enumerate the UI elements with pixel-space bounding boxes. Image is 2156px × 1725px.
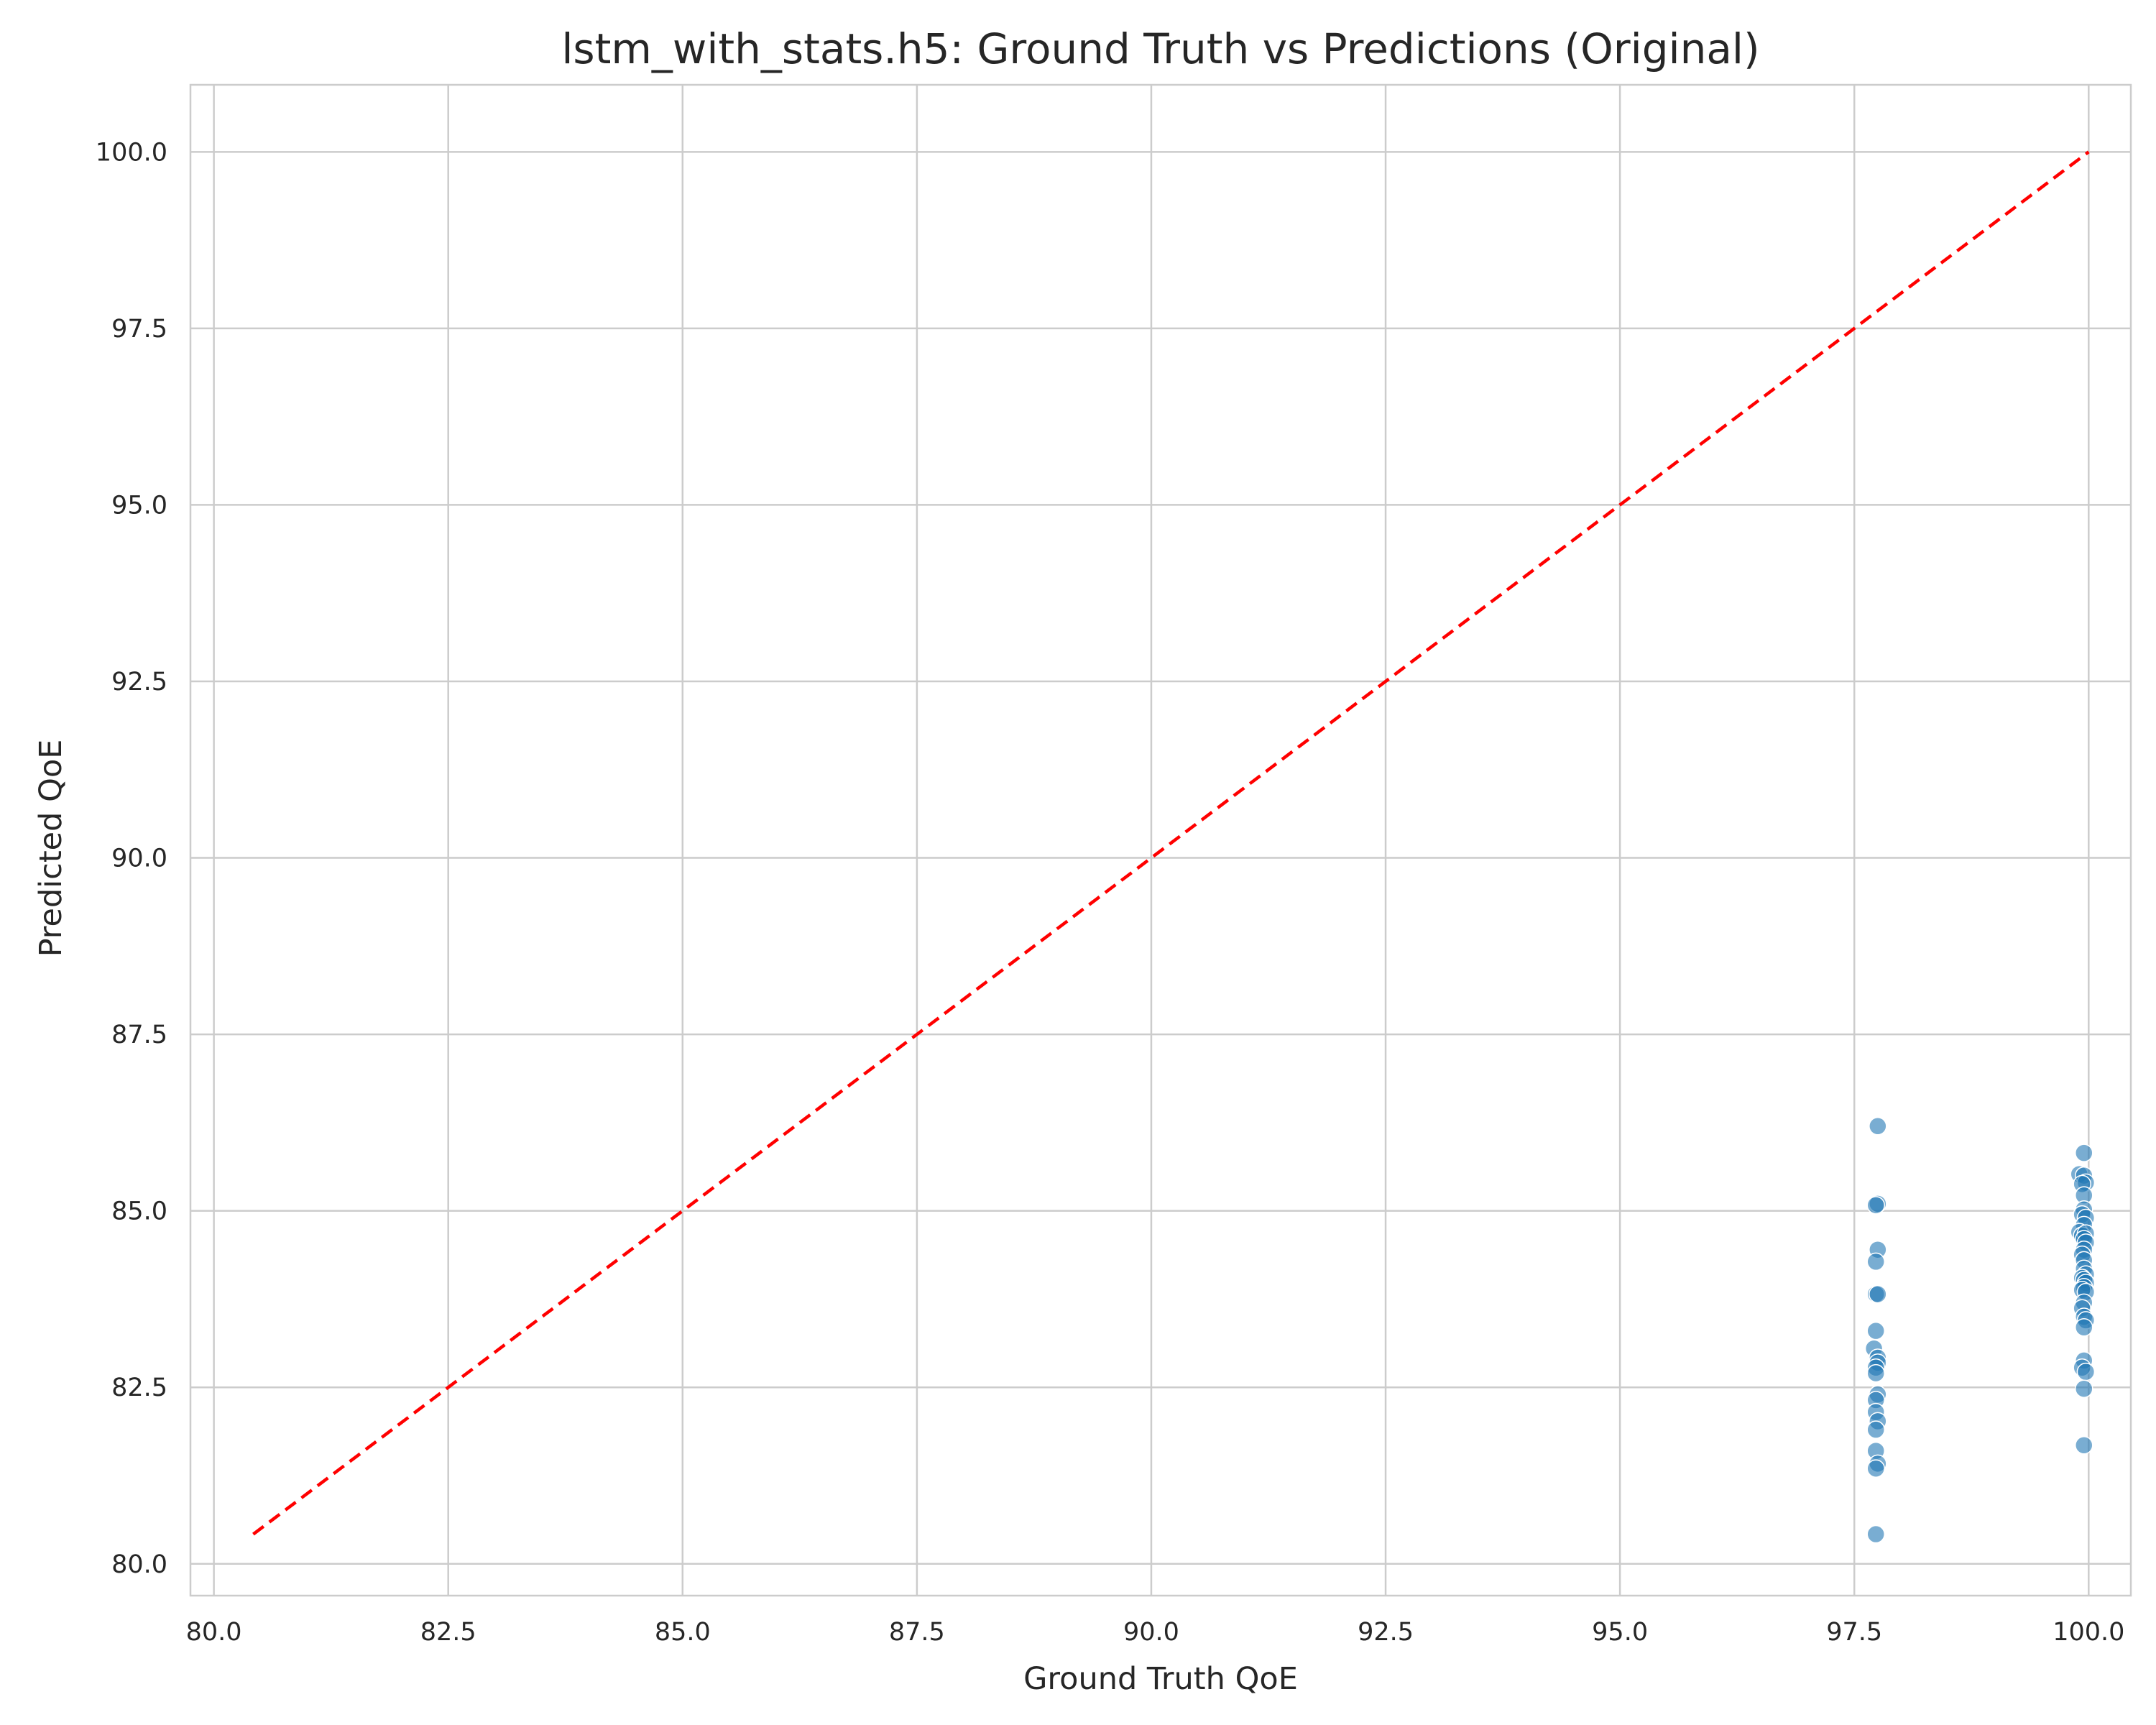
data-point bbox=[2076, 1362, 2096, 1381]
data-point bbox=[1866, 1420, 1885, 1439]
data-point bbox=[1866, 1459, 1885, 1478]
x-tick-label: 80.0 bbox=[186, 1618, 242, 1647]
data-point bbox=[1869, 1117, 1887, 1136]
y-tick-labels: 80.0 82.5 85.0 87.5 90.0 92.5 95.0 97.5 100.0 bbox=[96, 138, 167, 1578]
plot-frame bbox=[189, 83, 2132, 1597]
data-point bbox=[2075, 1317, 2093, 1337]
y-tick-label: 97.5 bbox=[111, 315, 167, 344]
data-point bbox=[1866, 1524, 1885, 1544]
x-axis-label: Ground Truth QoE bbox=[1023, 1661, 1298, 1697]
grid bbox=[190, 85, 2131, 1596]
x-tick-label: 90.0 bbox=[1123, 1618, 1179, 1647]
y-tick-label: 80.0 bbox=[111, 1550, 167, 1579]
y-tick-label: 100.0 bbox=[96, 138, 167, 167]
x-tick-label: 97.5 bbox=[1826, 1618, 1882, 1647]
y-tick-label: 85.0 bbox=[111, 1197, 167, 1226]
y-tick-label: 82.5 bbox=[111, 1374, 167, 1402]
x-tick-label: 87.5 bbox=[889, 1618, 945, 1647]
y-tick-label: 95.0 bbox=[111, 491, 167, 520]
data-point bbox=[1866, 1196, 1885, 1215]
data-point bbox=[2075, 1436, 2093, 1455]
y-axis-label: Predicted QoE bbox=[33, 740, 69, 957]
x-tick-label: 85.0 bbox=[655, 1618, 711, 1647]
y-tick-label: 87.5 bbox=[111, 1021, 167, 1049]
x-tick-label: 82.5 bbox=[420, 1618, 476, 1647]
data-point bbox=[1866, 1321, 1885, 1340]
x-tick-label: 95.0 bbox=[1592, 1618, 1648, 1647]
data-point bbox=[1866, 1252, 1885, 1271]
y-tick-label: 90.0 bbox=[111, 845, 167, 873]
data-point bbox=[2075, 1379, 2093, 1398]
data-point bbox=[2075, 1144, 2093, 1162]
identity-reference-line bbox=[252, 150, 2090, 1536]
data-point bbox=[1866, 1363, 1885, 1383]
data-point bbox=[1869, 1284, 1887, 1304]
chart-title: lstm_with_stats.h5: Ground Truth vs Pred… bbox=[561, 24, 1759, 73]
y-tick-label: 92.5 bbox=[111, 668, 167, 696]
data-points bbox=[1864, 1117, 2096, 1544]
x-tick-labels: 80.0 82.5 85.0 87.5 90.0 92.5 95.0 97.5 100.0 bbox=[186, 1618, 2125, 1647]
x-tick-label: 92.5 bbox=[1358, 1618, 1414, 1647]
x-tick-label: 100.0 bbox=[2053, 1618, 2124, 1647]
